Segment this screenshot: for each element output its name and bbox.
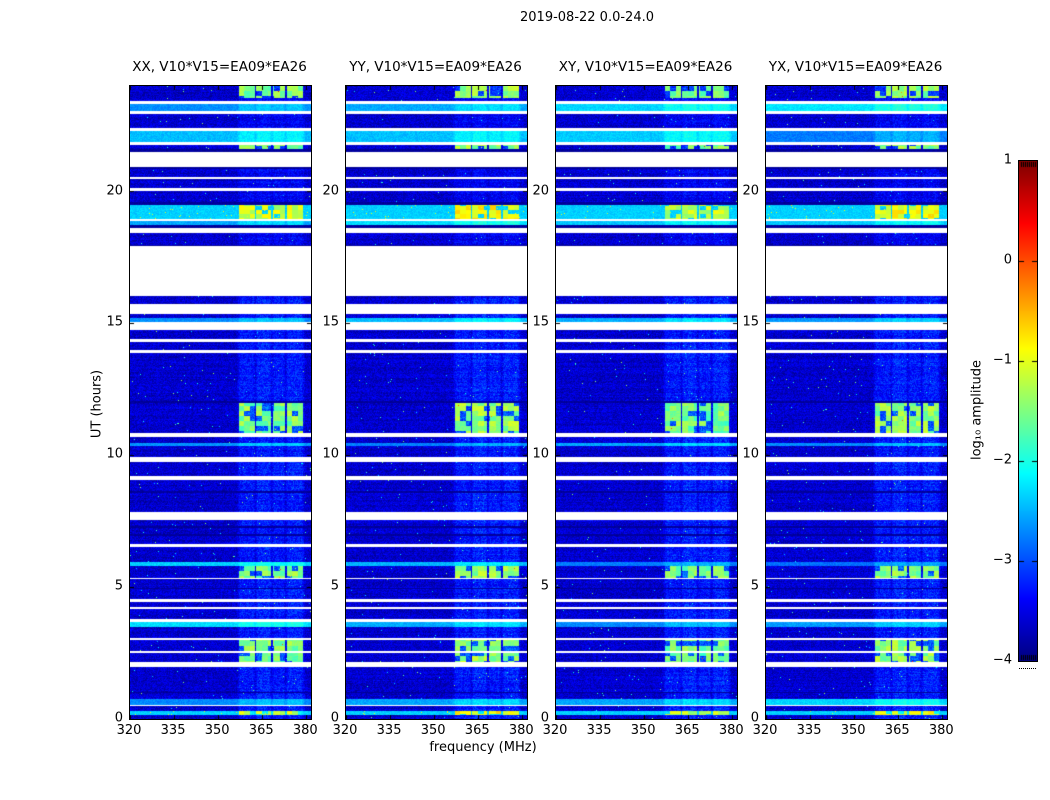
x-tick-label: 380 (718, 723, 744, 738)
x-tick-label: 335 (796, 723, 822, 738)
y-tick-label: 20 (532, 183, 549, 198)
colorbar-extend-dots (1019, 668, 1036, 669)
y-axis-label: UT (hours) (89, 369, 105, 439)
x-tick-label: 350 (420, 723, 446, 738)
x-tick-label: 335 (586, 723, 612, 738)
colorbar (1018, 160, 1038, 662)
colorbar-tick-label: 0 (1003, 252, 1012, 268)
x-tick-label: 320 (752, 723, 778, 738)
x-tick-label: 365 (884, 723, 910, 738)
y-tick-label: 0 (540, 710, 549, 726)
spectrogram-canvas-xy (556, 86, 737, 719)
x-tick-label: 320 (332, 723, 358, 738)
figure-title: 2019-08-22 0.0-24.0 (520, 10, 654, 25)
y-tick-label: 20 (322, 183, 339, 198)
x-tick-label: 335 (160, 723, 186, 738)
x-tick-label: 380 (292, 723, 318, 738)
y-tick-label: 10 (322, 446, 339, 462)
x-tick-label: 365 (248, 723, 274, 738)
colorbar-label: log₁₀ amplitude (969, 359, 985, 461)
x-tick-label: 350 (204, 723, 230, 738)
y-tick-label: 5 (330, 578, 339, 594)
y-tick-label: 20 (742, 183, 759, 198)
colorbar-tick-label: −2 (992, 452, 1012, 468)
x-tick-label: 365 (464, 723, 490, 738)
x-tick-label: 380 (928, 723, 954, 738)
x-tick-label: 335 (376, 723, 402, 738)
x-tick-label: 320 (116, 723, 142, 738)
panel-title-yy: YY, V10*V15=EA09*EA26 (349, 59, 522, 75)
y-tick-label: 10 (106, 446, 123, 462)
spectrogram-canvas-yy (346, 86, 527, 719)
spectrogram-panel-yy (345, 85, 528, 720)
y-tick-label: 5 (114, 578, 123, 594)
x-tick-label: 320 (542, 723, 568, 738)
panel-title-xy: XY, V10*V15=EA09*EA26 (558, 59, 733, 75)
y-tick-label: 5 (540, 578, 549, 594)
spectrogram-panel-xx (129, 85, 312, 720)
colorbar-tick-label: −4 (992, 652, 1012, 668)
colorbar-canvas (1019, 161, 1037, 661)
colorbar-tick-label: −1 (992, 352, 1012, 368)
x-tick-label: 365 (674, 723, 700, 738)
spectrogram-panel-yx (765, 85, 948, 720)
y-tick-label: 10 (532, 446, 549, 462)
panel-title-xx: XX, V10*V15=EA09*EA26 (132, 59, 307, 75)
y-tick-label: 0 (330, 710, 339, 726)
y-tick-label: 20 (106, 183, 123, 198)
y-tick-label: 15 (532, 314, 549, 330)
y-tick-label: 15 (742, 314, 759, 330)
y-tick-label: 0 (114, 710, 123, 726)
x-tick-label: 350 (630, 723, 656, 738)
x-tick-label: 350 (840, 723, 866, 738)
y-tick-label: 0 (750, 710, 759, 726)
y-tick-label: 15 (106, 314, 123, 330)
panel-title-yx: YX, V10*V15=EA09*EA26 (768, 59, 943, 75)
colorbar-tick-label: −3 (992, 552, 1012, 568)
y-tick-label: 10 (742, 446, 759, 462)
x-tick-label: 380 (508, 723, 534, 738)
y-tick-label: 15 (322, 314, 339, 330)
x-axis-label: frequency (MHz) (429, 740, 537, 755)
spectrogram-canvas-yx (766, 86, 947, 719)
spectrogram-panel-xy (555, 85, 738, 720)
colorbar-tick-label: 1 (1003, 152, 1012, 168)
y-tick-label: 5 (750, 578, 759, 594)
spectrogram-canvas-xx (130, 86, 311, 719)
